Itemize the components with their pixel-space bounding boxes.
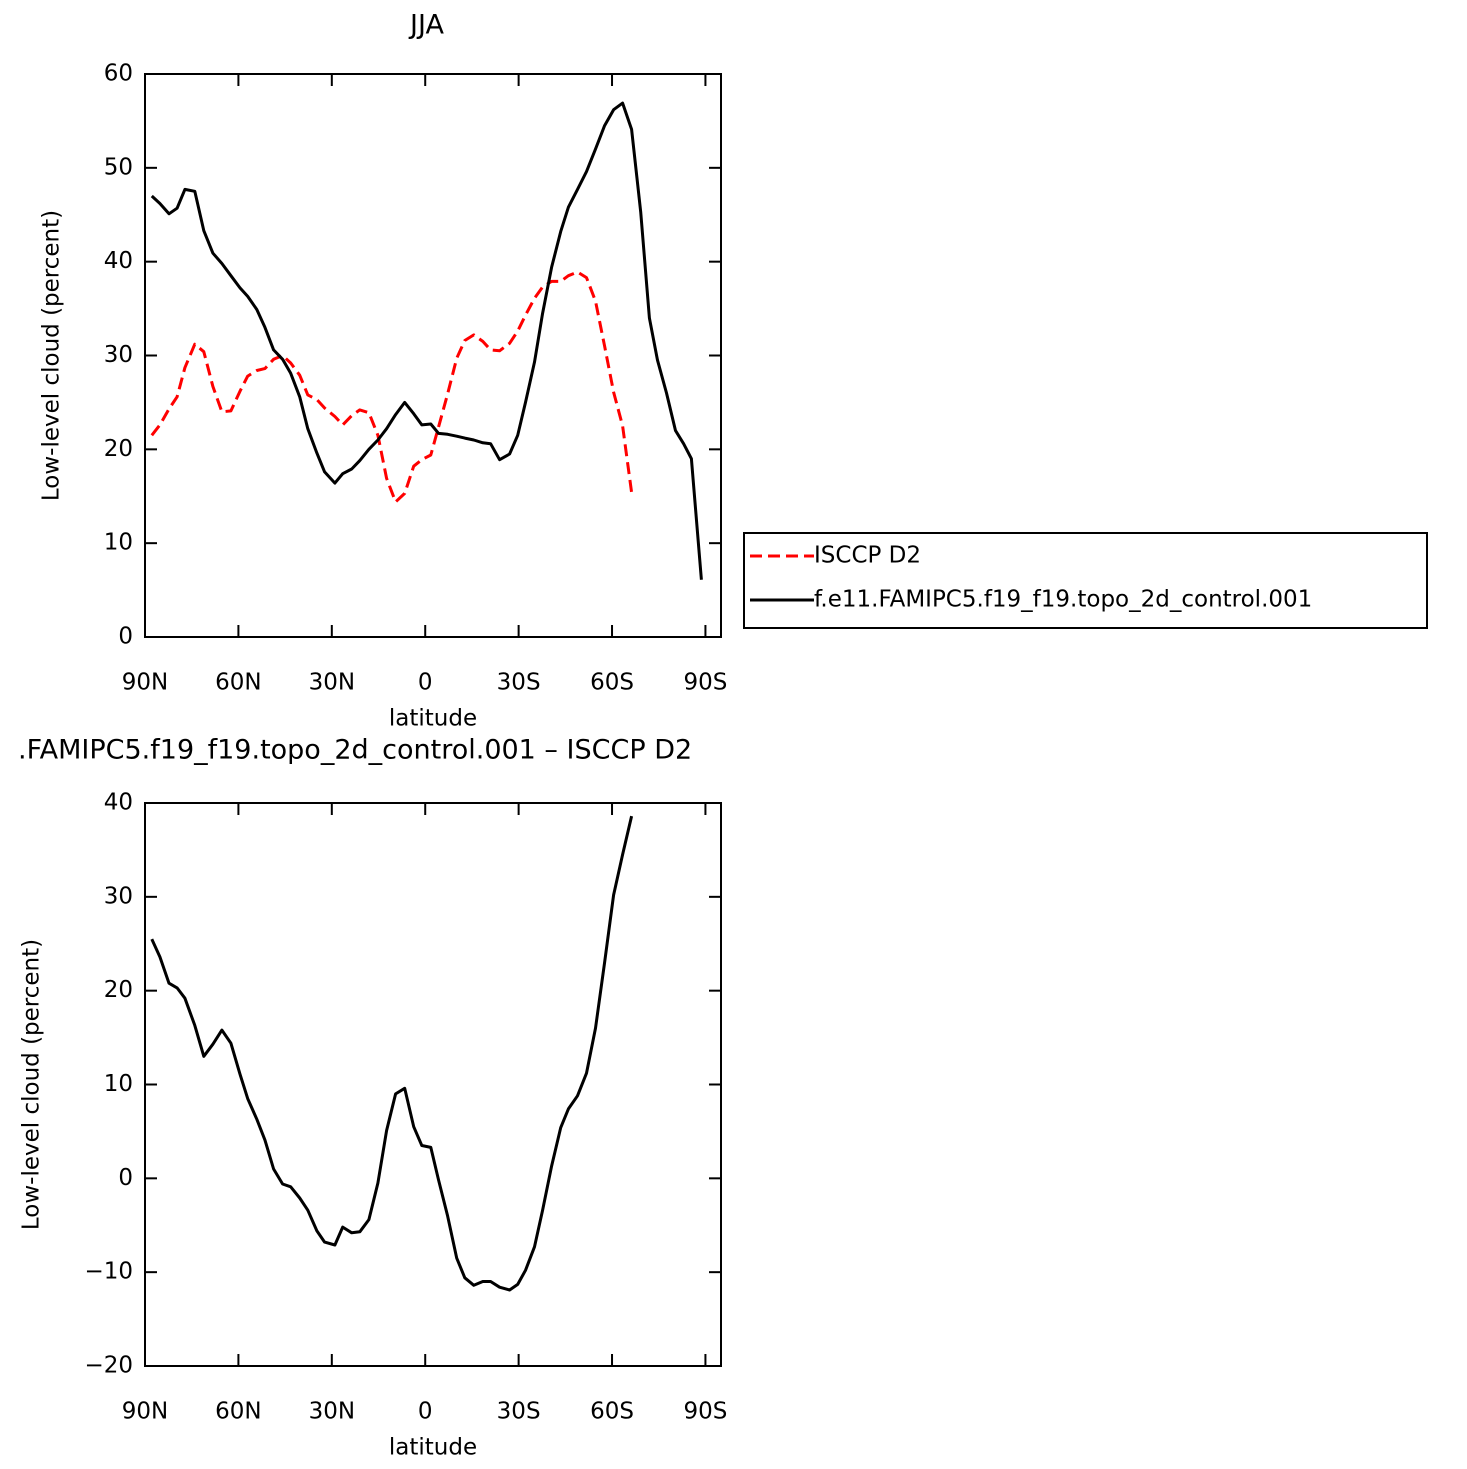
x-tick-label: 60N (215, 670, 261, 696)
x-tick-label: 60S (590, 1399, 634, 1425)
legend-label: ISCCP D2 (814, 543, 921, 569)
y-tick-label: −20 (84, 1353, 133, 1379)
plot-frame (144, 802, 722, 1367)
plot-frame (144, 73, 722, 638)
y-tick-label: 40 (104, 248, 133, 274)
data-line (150, 101, 703, 580)
x-tick-label: 90S (683, 1399, 727, 1425)
data-line (150, 815, 634, 1292)
y-tick-label: 60 (104, 61, 133, 87)
legend-box (743, 532, 1428, 629)
x-tick-label: 60N (215, 1399, 261, 1425)
y-axis-label: Low-level cloud (percent) (19, 939, 45, 1230)
chart-title: JJA (408, 10, 444, 41)
x-tick-label: 30S (497, 670, 541, 696)
x-tick-label: 90N (122, 1399, 168, 1425)
y-tick-label: 30 (104, 883, 133, 909)
x-tick-label: 30S (497, 1399, 541, 1425)
y-tick-label: 30 (104, 342, 133, 368)
x-tick-label: 90N (122, 670, 168, 696)
y-tick-label: 40 (104, 790, 133, 816)
y-tick-label: 0 (118, 1165, 133, 1191)
y-tick-label: 0 (118, 624, 133, 650)
y-tick-label: 10 (104, 530, 133, 556)
x-tick-label: 30N (309, 1399, 355, 1425)
x-axis-label: latitude (389, 706, 477, 732)
y-tick-label: 50 (104, 154, 133, 180)
legend-label: f.e11.FAMIPC5.f19_f19.topo_2d_control.00… (814, 587, 1312, 613)
y-tick-label: 20 (104, 436, 133, 462)
x-tick-label: 30N (309, 670, 355, 696)
y-tick-label: 10 (104, 1071, 133, 1097)
x-tick-label: 60S (590, 670, 634, 696)
x-tick-label: 90S (683, 670, 727, 696)
x-tick-label: 0 (418, 670, 433, 696)
x-axis-label: latitude (389, 1435, 477, 1461)
chart-title: .FAMIPC5.f19_f19.topo_2d_control.001 – I… (18, 735, 692, 766)
y-tick-label: −10 (84, 1259, 133, 1285)
y-tick-label: 20 (104, 977, 133, 1003)
x-tick-label: 0 (418, 1399, 433, 1425)
y-axis-label: Low-level cloud (percent) (39, 210, 65, 501)
